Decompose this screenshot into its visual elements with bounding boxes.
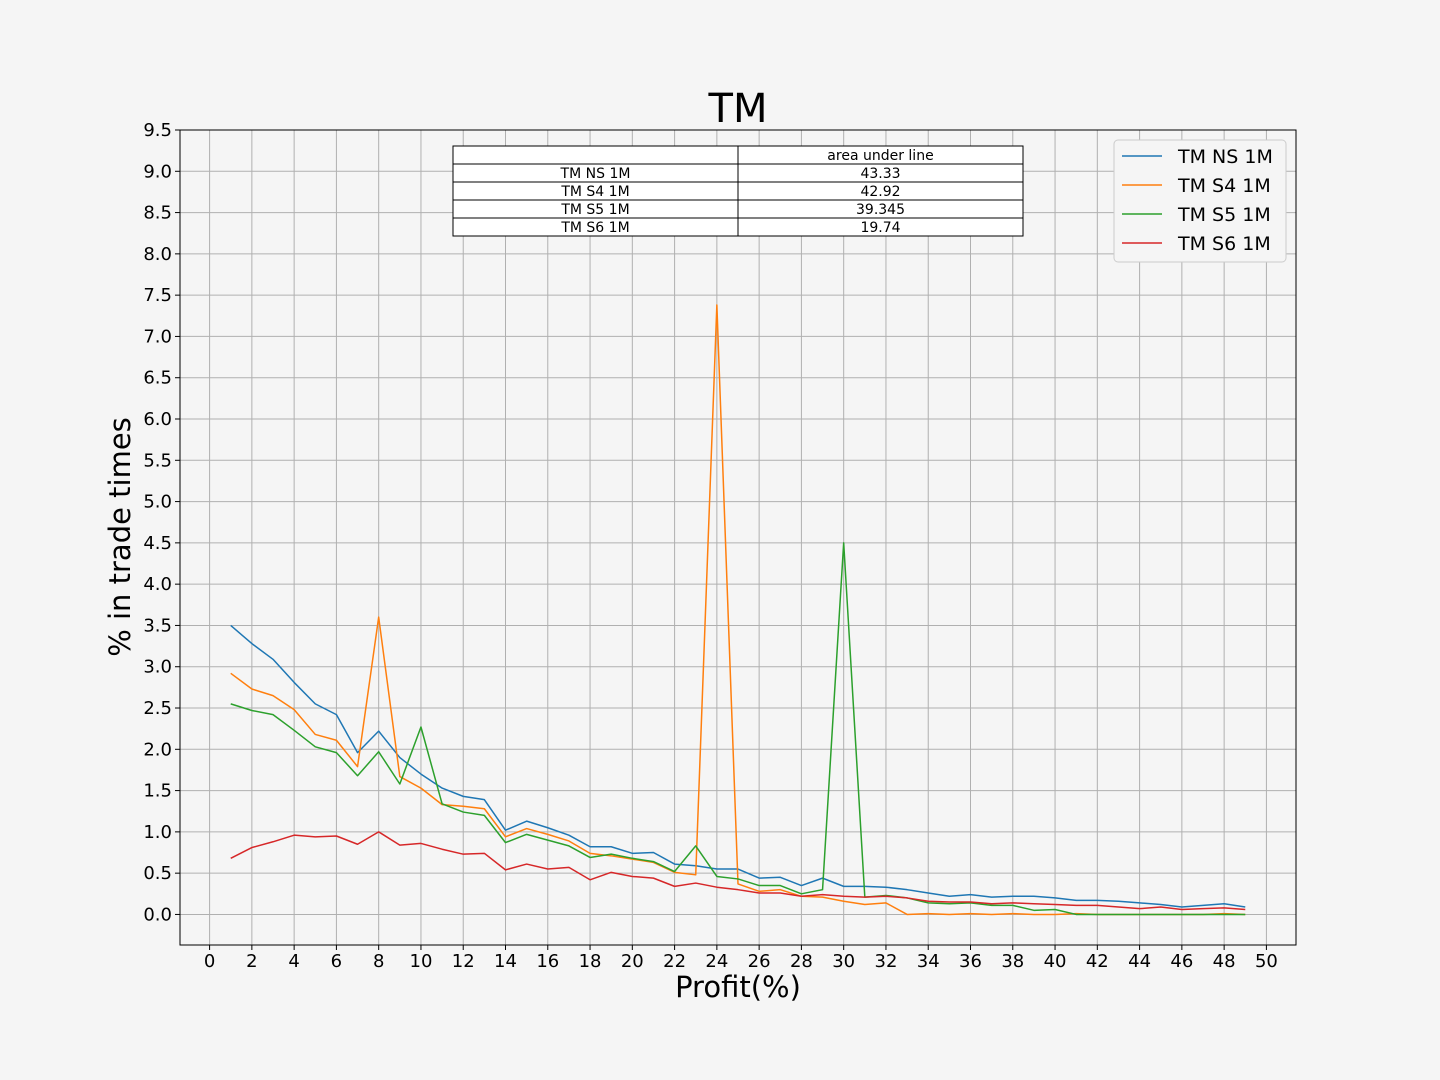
grid-lines xyxy=(180,129,1296,945)
x-axis-title: Profit(%) xyxy=(675,970,801,1004)
y-axis-title: % in trade times xyxy=(103,417,137,657)
plot-area xyxy=(180,130,1296,945)
legend-label: TM S4 1M xyxy=(1177,175,1271,197)
y-tick-label: 5.0 xyxy=(143,492,172,513)
x-tick-label: 22 xyxy=(663,951,686,972)
x-tick-label: 48 xyxy=(1213,951,1236,972)
y-tick-label: 3.0 xyxy=(143,657,172,678)
chart-title: TM xyxy=(708,86,768,132)
x-tick-label: 46 xyxy=(1170,951,1193,972)
table-cell: 39.345 xyxy=(856,202,905,218)
y-axis-ticks: 0.0 0.5 1.0 1.5 2.0 2.5 3.0 3.5 4.0 4.5 5.0 5.5 6.0 6… xyxy=(143,120,180,925)
y-tick-label: 7.0 xyxy=(143,326,172,347)
series-lines xyxy=(230,304,1246,916)
x-tick-label: 14 xyxy=(494,951,517,972)
x-tick-label: 4 xyxy=(288,951,299,972)
x-tick-label: 36 xyxy=(959,951,982,972)
legend-label: TM S6 1M xyxy=(1177,233,1271,255)
x-tick-label: 16 xyxy=(536,951,559,972)
x-tick-label: 34 xyxy=(917,951,940,972)
table-cell: 19.74 xyxy=(860,220,900,236)
table-cell: 42.92 xyxy=(860,184,900,200)
x-tick-label: 30 xyxy=(832,951,855,972)
y-tick-label: 4.0 xyxy=(143,574,172,595)
x-tick-label: 8 xyxy=(373,951,384,972)
table-cell: TM S5 1M xyxy=(560,202,629,218)
area-table: area under line TM NS 1M 43.33 TM S4 1M 42.9… xyxy=(452,145,1024,237)
x-tick-label: 26 xyxy=(748,951,771,972)
legend-label: TM S5 1M xyxy=(1177,204,1271,226)
x-tick-label: 20 xyxy=(621,951,644,972)
plot-frame xyxy=(179,129,1297,946)
x-tick-label: 18 xyxy=(579,951,602,972)
y-tick-label: 6.0 xyxy=(143,409,172,430)
x-tick-label: 38 xyxy=(1001,951,1024,972)
x-tick-label: 2 xyxy=(246,951,257,972)
y-tick-label: 8.0 xyxy=(143,244,172,265)
series-line-1 xyxy=(230,304,1246,916)
y-tick-label: 1.0 xyxy=(143,822,172,843)
y-tick-label: 9.0 xyxy=(143,161,172,182)
legend-label: TM NS 1M xyxy=(1177,146,1273,168)
y-tick-label: 3.5 xyxy=(143,615,172,636)
series-line-3 xyxy=(230,831,1246,911)
y-tick-label: 7.5 xyxy=(143,285,172,306)
y-tick-label: 0.5 xyxy=(143,863,172,884)
y-tick-label: 1.5 xyxy=(143,781,172,802)
y-tick-label: 6.5 xyxy=(143,368,172,389)
x-tick-label: 0 xyxy=(204,951,215,972)
x-tick-label: 40 xyxy=(1044,951,1067,972)
x-tick-label: 50 xyxy=(1255,951,1278,972)
table-cell: TM S4 1M xyxy=(560,184,629,200)
x-axis-ticks: 0 2 4 6 8 10 12 14 16 18 20 22 24 26 28 30 32 34 36 38 40 42 4… xyxy=(204,945,1278,972)
series-line-2 xyxy=(230,542,1246,916)
y-tick-label: 5.5 xyxy=(143,450,172,471)
y-tick-label: 2.5 xyxy=(143,698,172,719)
y-tick-label: 2.0 xyxy=(143,739,172,760)
table-cell: TM NS 1M xyxy=(560,166,631,182)
legend-box xyxy=(1113,139,1287,263)
x-tick-label: 44 xyxy=(1128,951,1151,972)
y-tick-label: 4.5 xyxy=(143,533,172,554)
y-tick-label: 9.5 xyxy=(143,120,172,141)
legend: TM NS 1M TM S4 1M TM S5 1M TM S6 1M xyxy=(1113,139,1287,263)
y-tick-label: 0.0 xyxy=(143,904,172,925)
y-tick-label: 8.5 xyxy=(143,203,172,224)
table-header-cell: area under line xyxy=(827,148,933,164)
x-tick-label: 12 xyxy=(452,951,475,972)
x-tick-label: 6 xyxy=(331,951,342,972)
x-tick-label: 42 xyxy=(1086,951,1109,972)
x-tick-label: 32 xyxy=(875,951,898,972)
x-tick-label: 24 xyxy=(705,951,728,972)
x-tick-label: 10 xyxy=(410,951,433,972)
x-tick-label: 28 xyxy=(790,951,813,972)
table-cell: 43.33 xyxy=(860,166,900,182)
table-cell: TM S6 1M xyxy=(560,220,629,236)
